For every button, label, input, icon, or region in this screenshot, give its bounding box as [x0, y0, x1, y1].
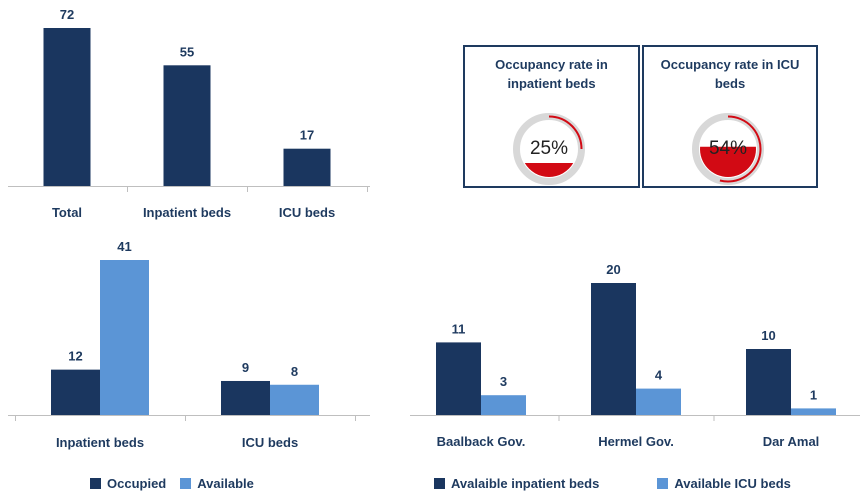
- bar: [270, 384, 319, 415]
- occupancy-card-icu: Occupancy rate in ICU beds 54%: [642, 45, 818, 188]
- bar: [43, 28, 91, 186]
- legend-beds-status: Occupied Available: [90, 476, 268, 491]
- legend-label: Avalaible inpatient beds: [451, 476, 600, 491]
- bar: [746, 349, 791, 415]
- bar: [51, 369, 100, 415]
- data-label: 1: [810, 387, 817, 402]
- bar: [481, 395, 526, 415]
- bar: [591, 283, 636, 415]
- legend-label: Occupied: [107, 476, 167, 491]
- occupancy-gauge: [692, 113, 764, 185]
- data-label: 4: [655, 368, 663, 383]
- bar: [100, 260, 149, 415]
- category-label: Inpatient beds: [143, 205, 231, 220]
- data-label: 10: [761, 328, 775, 343]
- category-label: Hermel Gov.: [598, 434, 674, 449]
- legend-label: Available ICU beds: [674, 476, 791, 491]
- occupancy-card-title: Occupancy rate in ICU beds: [660, 57, 800, 91]
- occupancy-card-title: Occupancy rate in inpatient beds: [495, 57, 608, 91]
- occupancy-gauge: [513, 113, 585, 185]
- data-label: 11: [452, 321, 466, 336]
- data-label: 12: [68, 349, 82, 364]
- legend-swatch: [90, 478, 101, 489]
- bar: [283, 148, 331, 186]
- legend-item: Avalaible inpatient beds: [434, 476, 599, 491]
- data-label: 9: [242, 360, 249, 375]
- legend-item: Available ICU beds: [657, 476, 791, 491]
- category-label: Inpatient beds: [56, 435, 144, 450]
- legend-governorate: Avalaible inpatient beds Available ICU b…: [434, 476, 805, 491]
- legend-item: Occupied: [90, 476, 166, 491]
- legend-swatch: [180, 478, 192, 489]
- data-label: 3: [500, 374, 507, 389]
- data-label: 17: [300, 128, 314, 143]
- legend-swatch: [657, 478, 669, 489]
- category-label: ICU beds: [242, 435, 298, 450]
- occupancy-card-inpatient: Occupancy rate in inpatient beds 25%: [463, 45, 640, 188]
- legend-item: Available: [180, 476, 254, 491]
- category-label: ICU beds: [279, 205, 335, 220]
- data-label: 41: [117, 239, 131, 254]
- data-label: 55: [180, 44, 194, 59]
- category-label: Dar Amal: [763, 434, 820, 449]
- legend-label: Available: [197, 476, 254, 491]
- category-label: Baalback Gov.: [437, 434, 526, 449]
- data-label: 8: [291, 364, 298, 379]
- gauge-fill: [700, 146, 756, 177]
- occupancy-value: 54%: [708, 138, 748, 159]
- data-label: 20: [606, 262, 620, 277]
- bar: [221, 380, 270, 415]
- gauge-fill: [524, 163, 574, 177]
- bar: [636, 388, 681, 415]
- bar: [163, 65, 211, 186]
- bar: [791, 408, 836, 415]
- gauge-progress-arc: [719, 115, 762, 183]
- bar: [436, 342, 481, 415]
- occupancy-value: 25%: [529, 138, 569, 159]
- data-label: 72: [60, 7, 74, 22]
- gauge-progress-arc: [548, 115, 583, 150]
- legend-swatch: [434, 478, 445, 489]
- category-label: Total: [52, 205, 82, 220]
